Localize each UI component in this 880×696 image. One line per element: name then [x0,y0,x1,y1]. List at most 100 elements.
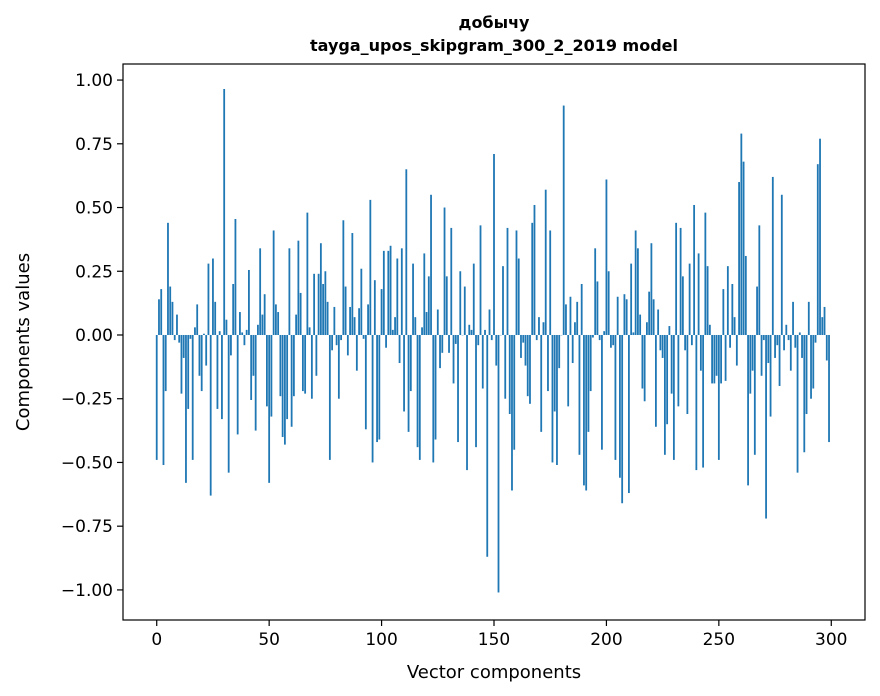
bar-280 [785,324,788,335]
chart-title-line1: добычу [459,13,531,32]
bar-199 [603,331,606,335]
bar-35 [234,218,237,335]
bar-132 [452,334,455,384]
bar-261 [742,161,745,335]
bar-113 [409,334,412,392]
x-tick-label: 250 [703,630,735,650]
bar-166 [529,334,531,404]
bar-100 [380,289,383,335]
bar-186 [574,322,576,335]
y-tick-label: −0.75 [61,517,113,537]
bar-240 [695,334,698,471]
bar-278 [780,194,783,335]
bar-108 [398,334,401,364]
bar-38 [241,332,244,335]
bar-169 [535,334,538,341]
y-axis-label: Components values [13,253,34,431]
bar-206 [619,334,621,478]
bar-226 [663,334,666,455]
bar-148 [488,309,491,335]
bar-109 [400,248,403,335]
bar-43 [252,334,255,376]
bar-182 [565,304,567,335]
bar-203 [612,334,615,346]
bar-61 [292,334,295,397]
bar-269 [760,334,763,376]
bar-12 [182,334,185,358]
bar-239 [693,204,696,335]
bar-130 [448,334,450,353]
bar-209 [625,299,628,335]
bar-276 [776,334,779,346]
bar-176 [551,334,554,463]
bar-17 [194,327,196,335]
bar-191 [585,334,588,491]
bar-3 [162,334,165,466]
bar-294 [816,164,819,335]
bar-244 [704,212,707,335]
bar-53 [274,304,277,335]
bar-259 [738,182,740,335]
bar-282 [789,334,792,371]
bar-218 [645,322,648,335]
bar-164 [524,334,527,366]
bar-225 [661,334,664,358]
bar-30 [223,88,226,335]
bar-281 [787,334,790,341]
bar-277 [778,334,781,386]
x-tick-label: 300 [815,630,847,650]
bar-140 [470,329,473,335]
bar-52 [272,230,275,335]
bar-89 [355,334,358,371]
x-axis: 0 50 100 150 200 250 300 [151,620,847,650]
bar-274 [771,176,774,335]
bar-275 [774,334,776,358]
y-tick-label: 1.00 [75,71,113,91]
bar-149 [490,334,493,341]
bar-270 [762,334,765,341]
bar-69 [310,334,313,399]
bar-181 [562,105,565,335]
bar-146 [484,329,486,335]
bar-76 [326,301,329,335]
bar-283 [792,301,794,335]
bar-87 [351,233,354,335]
bar-202 [610,334,612,348]
bar-214 [637,248,639,335]
bar-143 [477,334,480,346]
bar-159 [513,334,516,450]
bar-289 [805,334,808,415]
bar-46 [259,248,262,335]
bar-51 [270,334,273,417]
bar-142 [475,334,477,448]
bar-207 [621,334,624,504]
bar-174 [547,334,549,392]
bar-248 [713,334,716,384]
bar-265 [751,334,754,371]
bar-90 [358,308,360,335]
bar-299 [828,334,830,443]
bar-297 [823,306,826,335]
bar-249 [715,334,718,376]
bar-84 [344,286,347,335]
bar-75 [324,271,327,335]
bar-92 [362,334,365,339]
bar-134 [457,334,459,443]
bar-215 [639,314,642,335]
bar-238 [690,334,693,346]
bar-232 [677,334,680,407]
bar-178 [556,334,558,466]
bar-138 [466,334,468,471]
bar-231 [675,222,678,335]
bar-20 [200,334,203,392]
bar-150 [493,153,495,335]
bar-7 [171,301,174,335]
bar-8 [173,334,176,341]
bar-18 [196,304,199,335]
bar-110 [403,334,405,412]
bar-2 [160,289,163,335]
x-tick-label: 50 [258,630,280,650]
bar-116 [416,334,419,448]
bar-230 [672,334,675,460]
bar-137 [463,286,466,335]
